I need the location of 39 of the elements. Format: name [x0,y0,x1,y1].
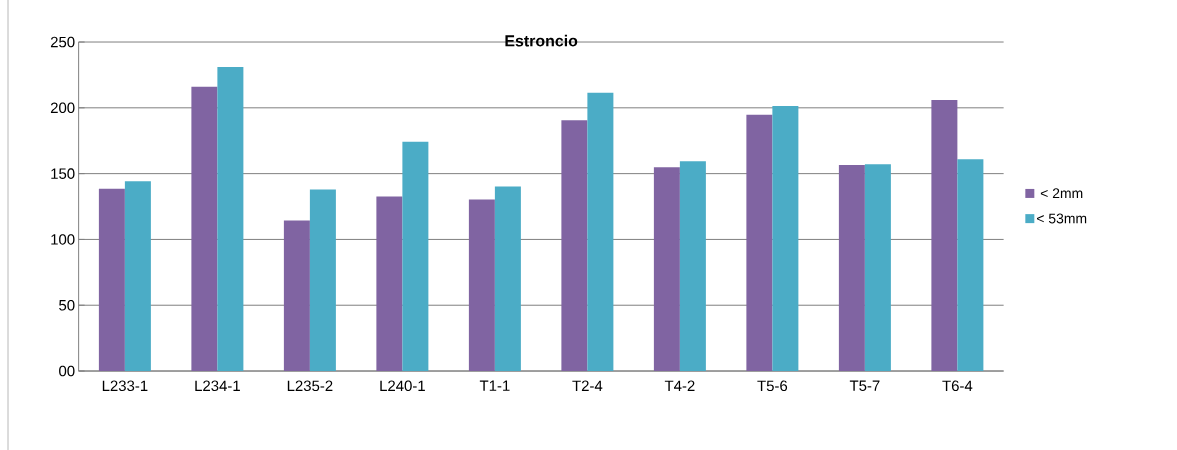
x-tick-label: T1-1 [479,380,510,391]
bar [746,114,773,372]
bar [653,167,680,372]
x-tick-label: T5-6 [757,380,788,392]
bar [98,188,125,372]
y-tick-label: 250 [50,36,75,48]
legend-label: < 2mm [1040,188,1083,199]
bar [679,161,706,372]
bar [376,196,403,372]
x-tick-label: T5-7 [849,380,880,391]
x-tick-label: L235-2 [287,380,333,392]
bar [124,181,151,372]
chart-title: Estroncio [505,34,578,47]
bar [957,159,984,372]
x-tick-label: T2-4 [572,380,603,391]
bar [468,199,495,372]
bar [309,189,336,372]
x-tick-label: L233-1 [102,380,148,392]
y-tick-label: 00 [59,365,75,377]
bar [494,186,521,372]
bar [402,141,429,372]
y-tick-label: 150 [51,168,75,179]
x-tick-label: L240-1 [380,380,425,392]
bar [587,92,614,372]
bar [838,165,865,372]
bar [217,67,244,372]
x-tick-label: T4-2 [664,380,695,391]
y-tick-label: 50 [59,299,75,311]
bar [931,99,958,372]
x-tick-label: T6-4 [942,380,973,392]
x-tick-label: L234-1 [195,380,240,392]
legend-label: < 53mm [1037,213,1087,224]
bar [561,120,588,372]
y-tick-label: 200 [50,102,75,114]
y-tick-label: 100 [51,234,75,245]
bar [864,164,891,372]
bar [191,86,218,372]
bar [772,105,799,372]
bar [283,220,310,372]
